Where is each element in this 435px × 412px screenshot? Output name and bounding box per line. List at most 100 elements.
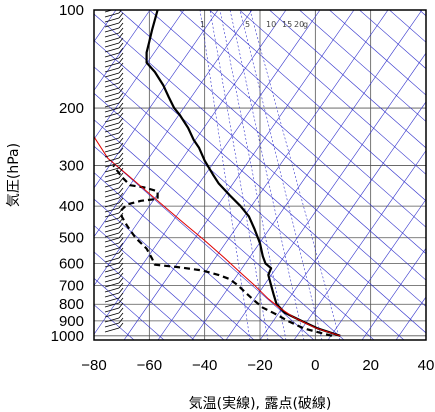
wind-barb xyxy=(104,307,120,313)
wind-barb-flag xyxy=(118,312,124,319)
x-tick-label: 0 xyxy=(311,357,319,374)
wind-barb-flag xyxy=(118,297,124,304)
adiabat-line xyxy=(268,10,426,149)
wind-barb xyxy=(104,87,120,93)
wind-barbs xyxy=(104,10,124,333)
wind-barb xyxy=(104,252,120,258)
wind-barb xyxy=(104,202,120,208)
wind-barb-flag xyxy=(118,22,124,29)
wind-barb-flag xyxy=(118,237,124,244)
mixing-ratio-line xyxy=(229,10,305,340)
wind-barb xyxy=(104,227,120,233)
wind-barb-flag xyxy=(118,142,124,149)
wind-barb-flag xyxy=(118,52,124,59)
wind-barb-flag xyxy=(118,197,124,204)
mixing-ratio-labels: 1 5 10 15 20g xyxy=(200,20,308,29)
wind-barb-flag xyxy=(118,102,124,109)
wind-barb xyxy=(104,327,120,333)
isotherm-line xyxy=(157,10,389,340)
adiabat-line xyxy=(208,10,426,202)
wind-barb-flag xyxy=(118,147,124,154)
isotherm-line xyxy=(94,10,321,335)
wind-barb xyxy=(104,122,120,128)
y-tick-label: 400 xyxy=(59,198,84,215)
adiabat-line xyxy=(94,251,195,340)
isotherm-line xyxy=(327,198,426,340)
mixing-ratio-label: 1 xyxy=(200,20,205,29)
adiabat-line xyxy=(328,10,426,96)
wind-barb-flag xyxy=(118,127,124,134)
mixing-ratio-label: 15 xyxy=(282,20,292,29)
wind-barb-flag xyxy=(118,232,124,239)
wind-barb-flag xyxy=(118,272,124,279)
y-axis-title: 気圧(hPa) xyxy=(6,143,22,207)
adiabat-line xyxy=(94,40,426,334)
wind-barb xyxy=(104,92,120,98)
wind-barb-flag xyxy=(118,132,124,139)
wind-barb-flag xyxy=(118,177,124,184)
wind-barb-flag xyxy=(118,72,124,79)
wind-barb-flag xyxy=(118,122,124,129)
wind-barb-flag xyxy=(118,167,124,174)
wind-barb xyxy=(104,247,120,253)
wind-barb xyxy=(104,157,120,163)
wind-barb xyxy=(104,197,120,203)
wind-barb xyxy=(104,17,120,23)
wind-barb xyxy=(104,117,120,123)
wind-barb xyxy=(104,182,120,188)
adiabat-line xyxy=(148,10,426,255)
wind-barb xyxy=(104,317,120,323)
wind-barb xyxy=(104,322,120,328)
adiabat-line xyxy=(94,119,345,340)
adiabat-line xyxy=(388,10,426,43)
wind-barb xyxy=(104,162,120,168)
x-tick-label: 40 xyxy=(418,357,435,374)
adiabat-line xyxy=(178,10,426,228)
wind-barb-flag xyxy=(118,317,124,324)
wind-barb-flag xyxy=(118,252,124,259)
wind-barb-flag xyxy=(118,222,124,229)
wind-barb-flag xyxy=(118,307,124,314)
wind-barb xyxy=(104,237,120,243)
mixing-ratio-label: 10 xyxy=(266,20,276,29)
wind-barb-flag xyxy=(118,37,124,44)
wind-barb-flag xyxy=(118,277,124,284)
x-tick-label: −60 xyxy=(137,357,162,374)
wind-barb xyxy=(104,42,120,48)
wind-barb xyxy=(104,192,120,198)
wind-barb xyxy=(104,142,120,148)
wind-barb xyxy=(104,282,120,288)
y-tick-label: 1000 xyxy=(51,328,84,345)
wind-barb xyxy=(104,187,120,193)
x-tick-labels: −80 −60 −40 −20 0 20 40 xyxy=(81,357,434,374)
wind-barb-flag xyxy=(118,157,124,164)
wind-barb-flag xyxy=(118,87,124,94)
wind-barb xyxy=(104,267,120,273)
wind-barb-flag xyxy=(118,257,124,264)
isotherm-line xyxy=(123,10,355,340)
wind-barb xyxy=(104,302,120,308)
wind-barb xyxy=(104,132,120,138)
wind-barb xyxy=(104,32,120,38)
wind-barb xyxy=(104,222,120,228)
adiabat-line xyxy=(94,13,426,307)
wind-barb xyxy=(104,52,120,58)
wind-barb xyxy=(104,137,120,143)
y-tick-label: 900 xyxy=(59,313,84,330)
wind-barb xyxy=(104,107,120,113)
wind-barb xyxy=(104,217,120,223)
wind-barb-flag xyxy=(118,42,124,49)
wind-barb-flag xyxy=(118,217,124,224)
adiabat-line xyxy=(94,92,375,340)
wind-barb xyxy=(104,262,120,268)
wind-barb-flag xyxy=(118,287,124,294)
wind-barb-flag xyxy=(118,192,124,199)
wind-barb-flag xyxy=(118,12,124,19)
wind-barb xyxy=(104,277,120,283)
wind-barb-flag xyxy=(118,202,124,209)
y-tick-label: 800 xyxy=(59,296,84,313)
wind-barb-flag xyxy=(118,47,124,54)
wind-barb xyxy=(104,292,120,298)
wind-barb-flag xyxy=(118,107,124,114)
wind-barb xyxy=(104,102,120,108)
